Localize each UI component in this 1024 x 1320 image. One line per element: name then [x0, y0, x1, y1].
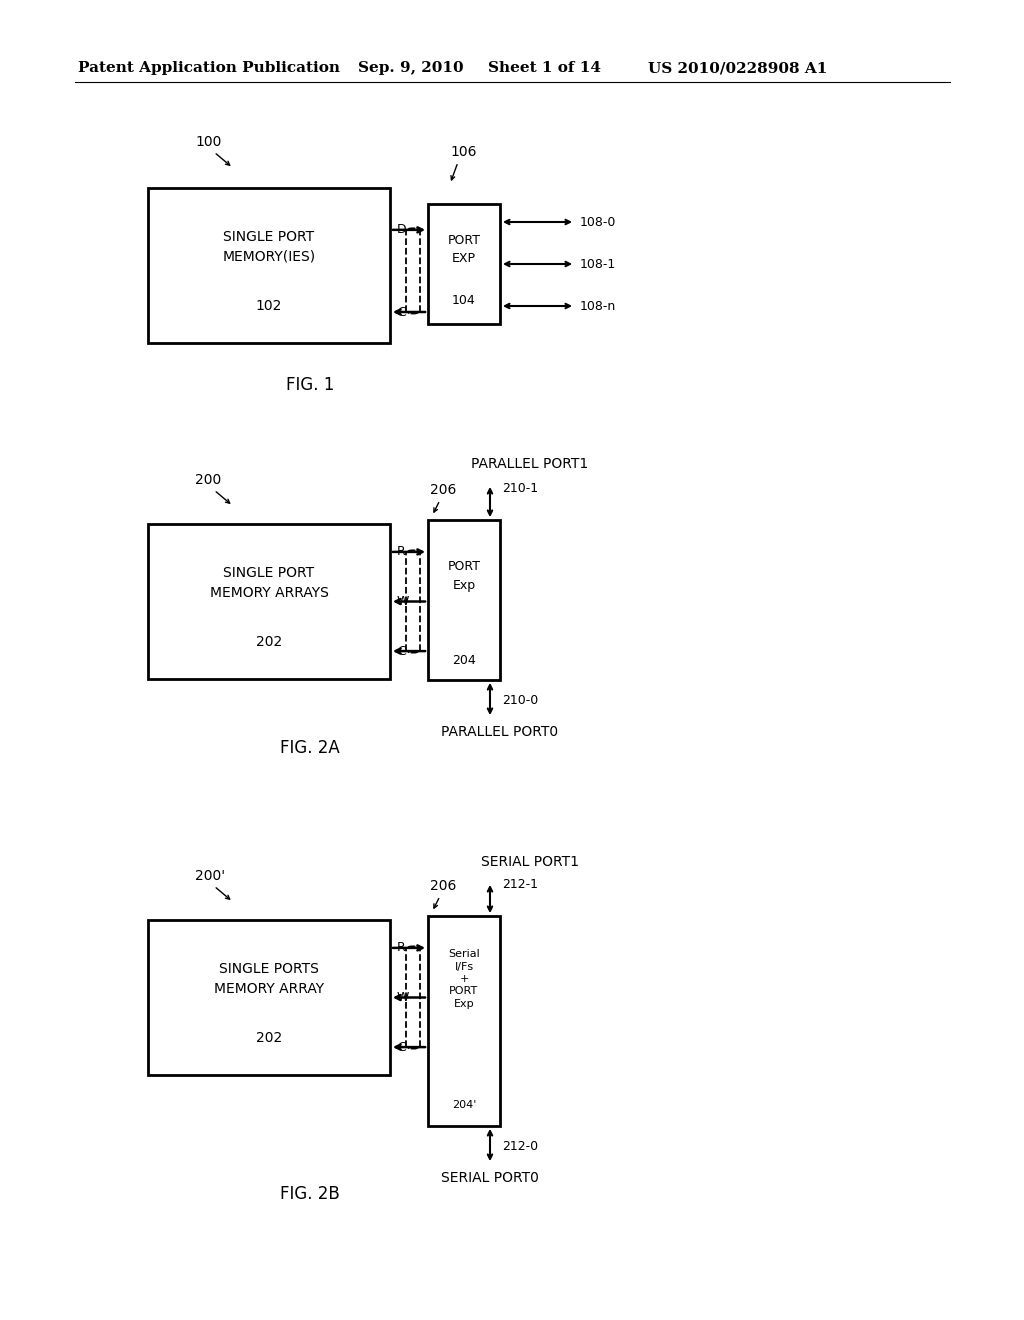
- Text: 210-0: 210-0: [502, 693, 539, 706]
- Text: 204': 204': [452, 1100, 476, 1110]
- Text: Sheet 1 of 14: Sheet 1 of 14: [488, 61, 601, 75]
- Text: R: R: [397, 545, 406, 558]
- Bar: [148, 920, 390, 1074]
- Text: SINGLE PORTS
MEMORY ARRAY: SINGLE PORTS MEMORY ARRAY: [214, 962, 324, 995]
- Text: 100: 100: [195, 135, 221, 149]
- Text: 212-0: 212-0: [502, 1139, 539, 1152]
- Text: 108-n: 108-n: [580, 300, 616, 313]
- Text: 200: 200: [195, 473, 221, 487]
- Text: US 2010/0228908 A1: US 2010/0228908 A1: [648, 61, 827, 75]
- Text: 108-1: 108-1: [580, 257, 616, 271]
- Text: W: W: [397, 595, 410, 609]
- Text: R: R: [397, 941, 406, 954]
- Text: PARALLEL PORT1: PARALLEL PORT1: [471, 457, 589, 471]
- Text: FIG. 2A: FIG. 2A: [281, 739, 340, 756]
- Text: SERIAL PORT1: SERIAL PORT1: [481, 855, 579, 869]
- Bar: [428, 916, 500, 1126]
- Bar: [148, 524, 390, 678]
- Text: FIG. 2B: FIG. 2B: [281, 1185, 340, 1203]
- Text: SERIAL PORT0: SERIAL PORT0: [441, 1171, 539, 1185]
- Text: C: C: [397, 644, 406, 657]
- Text: 202: 202: [256, 635, 283, 649]
- Text: 206: 206: [430, 879, 457, 894]
- Text: 200': 200': [195, 869, 225, 883]
- Bar: [428, 520, 500, 680]
- Text: PARALLEL PORT0: PARALLEL PORT0: [441, 725, 558, 739]
- Bar: [428, 205, 500, 323]
- Text: 108-0: 108-0: [580, 215, 616, 228]
- Text: 102: 102: [256, 298, 283, 313]
- Text: C: C: [397, 305, 406, 318]
- Text: Sep. 9, 2010: Sep. 9, 2010: [358, 61, 464, 75]
- Text: 202: 202: [256, 1031, 283, 1045]
- Text: SINGLE PORT
MEMORY(IES): SINGLE PORT MEMORY(IES): [222, 230, 315, 264]
- Text: W: W: [397, 991, 410, 1005]
- Text: SINGLE PORT
MEMORY ARRAYS: SINGLE PORT MEMORY ARRAYS: [210, 566, 329, 599]
- Bar: [148, 187, 390, 343]
- Text: 106: 106: [450, 145, 476, 158]
- Text: C: C: [397, 1040, 406, 1053]
- Text: 210-1: 210-1: [502, 482, 539, 495]
- Text: Serial
I/Fs
+
PORT
Exp: Serial I/Fs + PORT Exp: [449, 949, 480, 1008]
- Text: 206: 206: [430, 483, 457, 498]
- Text: PORT
Exp: PORT Exp: [447, 561, 480, 591]
- Text: FIG. 1: FIG. 1: [286, 376, 334, 393]
- Text: 104: 104: [453, 293, 476, 306]
- Text: D: D: [397, 223, 407, 236]
- Text: Patent Application Publication: Patent Application Publication: [78, 61, 340, 75]
- Text: 212-1: 212-1: [502, 878, 538, 891]
- Text: PORT
EXP: PORT EXP: [447, 234, 480, 265]
- Text: 204: 204: [453, 655, 476, 668]
